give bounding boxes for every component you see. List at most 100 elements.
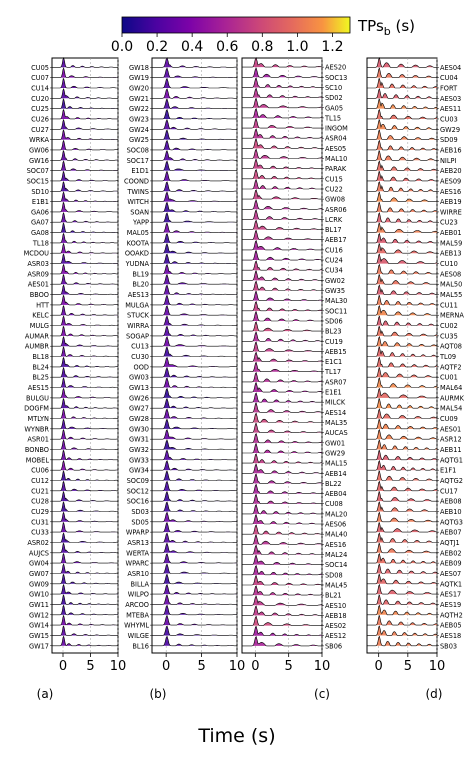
- trace-fill: [152, 419, 237, 429]
- station-label: CU02: [440, 322, 458, 330]
- station-label: GW03: [129, 374, 149, 382]
- trace: [367, 542, 437, 554]
- trace-fill: [152, 429, 237, 440]
- trace: [242, 67, 322, 78]
- trace-fill: [152, 295, 237, 305]
- station-label: CU27: [31, 126, 49, 134]
- station-label: GW28: [129, 415, 149, 423]
- station-label: GW04: [29, 560, 49, 568]
- trace-fill: [52, 140, 118, 150]
- trace-line: [367, 129, 437, 140]
- trace-line: [152, 88, 237, 99]
- station-label: CU29: [31, 508, 49, 516]
- trace-line: [242, 189, 322, 200]
- trace: [152, 563, 237, 574]
- colorbar-label: TPsb (s): [357, 17, 415, 38]
- trace-fill: [367, 171, 437, 181]
- trace-fill: [152, 78, 237, 88]
- trace-line: [52, 346, 118, 357]
- trace-line: [242, 117, 323, 129]
- station-label: MCDOU: [24, 250, 50, 258]
- station-label: AES02: [325, 622, 346, 630]
- trace-fill: [52, 533, 118, 543]
- trace: [152, 315, 237, 326]
- station-label: CU15: [325, 175, 343, 183]
- trace: [52, 480, 118, 492]
- station-label: CU16: [325, 246, 343, 254]
- trace: [52, 356, 119, 368]
- station-label: AEB13: [440, 250, 462, 258]
- trace: [242, 117, 323, 129]
- trace-fill: [242, 98, 322, 108]
- station-label: WIRRE: [440, 208, 462, 216]
- trace-line: [52, 222, 118, 233]
- station-label: WYNBR: [24, 425, 49, 433]
- station-label: AQTJ1: [440, 539, 460, 547]
- station-label: AEB18: [325, 612, 347, 620]
- station-label: BL17: [325, 226, 342, 234]
- station-label: MAL40: [325, 531, 347, 539]
- station-label: AUMAR: [25, 332, 50, 340]
- trace: [52, 397, 118, 409]
- trace-fill: [52, 419, 118, 429]
- trace-fill: [242, 362, 322, 372]
- trace: [367, 501, 438, 512]
- trace: [242, 635, 322, 647]
- trace-line: [367, 77, 438, 89]
- trace: [52, 253, 118, 264]
- station-label: MAL35: [325, 419, 347, 427]
- trace-fill: [242, 311, 322, 321]
- panel-label: (b): [150, 687, 167, 701]
- trace: [152, 470, 237, 481]
- station-label: STUCK: [127, 312, 150, 320]
- station-label: AES19: [440, 601, 461, 609]
- trace-fill: [242, 565, 322, 575]
- trace-line: [242, 635, 322, 647]
- trace-fill: [152, 264, 237, 274]
- x-tick-label: 10: [429, 659, 446, 674]
- trace-fill: [152, 150, 237, 161]
- trace-line: [242, 321, 322, 332]
- station-label: CU30: [131, 353, 149, 361]
- station-label: ASR13: [127, 539, 149, 547]
- trace: [367, 532, 437, 543]
- trace-line: [152, 139, 238, 151]
- trace-line: [367, 346, 437, 357]
- trace: [367, 635, 437, 647]
- trace-line: [152, 532, 237, 543]
- trace-fill: [152, 171, 237, 181]
- trace-fill: [52, 171, 118, 181]
- trace: [367, 521, 438, 533]
- trace: [52, 418, 118, 430]
- trace-line: [52, 181, 119, 192]
- station-label: ASR06: [325, 206, 347, 214]
- trace: [152, 552, 237, 564]
- trace-line: [367, 521, 438, 533]
- trace-line: [52, 56, 118, 68]
- trace: [367, 387, 438, 399]
- trace-fill: [367, 595, 437, 605]
- station-label: BL24: [32, 363, 49, 371]
- trace: [152, 542, 237, 554]
- trace-fill: [152, 378, 237, 388]
- station-label: BL22: [325, 480, 342, 488]
- trace-line: [52, 335, 118, 347]
- trace: [367, 232, 437, 244]
- station-label: SOC14: [325, 561, 347, 569]
- trace: [367, 449, 438, 461]
- station-label: SOAN: [130, 208, 149, 216]
- station-label: SOC11: [325, 307, 347, 315]
- colorbar: 0.0 0.2 0.4 0.6 0.8 1.0 1.2 TPsb (s): [111, 16, 415, 55]
- trace-line: [152, 232, 237, 244]
- trace: [152, 594, 237, 605]
- trace-line: [152, 449, 237, 461]
- station-label: COOND: [124, 177, 149, 185]
- x-tick-label: 0: [162, 659, 170, 674]
- trace-fill: [367, 367, 437, 378]
- trace-fill: [52, 564, 118, 574]
- trace: [52, 273, 118, 285]
- trace-fill: [242, 464, 322, 474]
- trace: [152, 491, 237, 502]
- trace-line: [152, 583, 237, 595]
- trace-fill: [52, 295, 118, 305]
